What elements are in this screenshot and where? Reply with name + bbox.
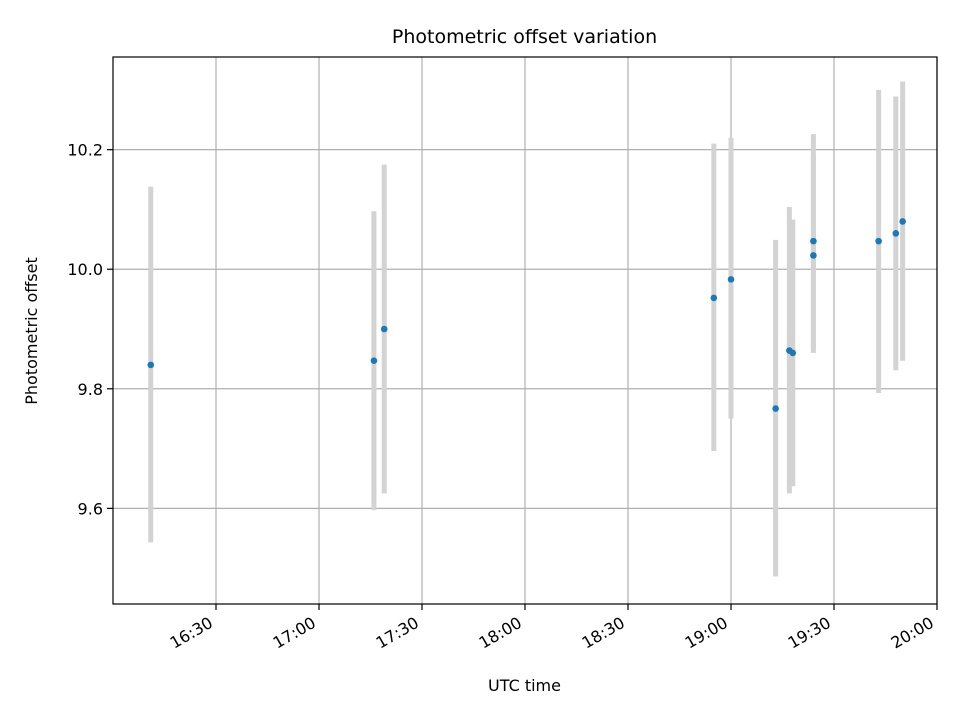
y-axis-ticks: 9.6 9.8 10.0 10.2 (67, 141, 113, 518)
data-point (789, 349, 797, 357)
data-point (370, 357, 378, 364)
x-tick-label: 18:30 (579, 613, 628, 653)
x-tick-label: 20:00 (888, 613, 937, 653)
y-tick-label: 10.0 (67, 260, 103, 279)
data-point (810, 237, 817, 245)
x-tick-label: 17:00 (270, 613, 319, 653)
data-point (899, 218, 906, 225)
x-tick-label: 19:00 (682, 613, 731, 653)
data-point (147, 361, 155, 369)
data-point (810, 252, 817, 259)
chart-title: Photometric offset variation (392, 26, 657, 48)
data-points (147, 218, 906, 412)
x-axis-ticks: 16:30 17:00 17:30 18:00 18:30 19:00 19:30 20:00 (167, 604, 938, 653)
y-tick-label: 9.6 (78, 499, 103, 518)
x-tick-label: 19:30 (785, 613, 834, 653)
error-bars (148, 81, 906, 577)
x-tick-label: 18:00 (476, 613, 525, 653)
x-axis-label: UTC time (488, 676, 561, 695)
y-tick-label: 10.2 (67, 141, 103, 160)
data-point (875, 237, 882, 245)
y-axis-label: Photometric offset (22, 257, 41, 405)
y-tick-label: 9.8 (78, 380, 103, 399)
data-point (380, 325, 388, 333)
x-tick-label: 17:30 (373, 613, 422, 653)
data-point (772, 405, 779, 412)
data-point (892, 230, 900, 237)
x-tick-label: 16:30 (167, 613, 216, 653)
data-point (727, 276, 735, 283)
data-point (710, 294, 718, 302)
